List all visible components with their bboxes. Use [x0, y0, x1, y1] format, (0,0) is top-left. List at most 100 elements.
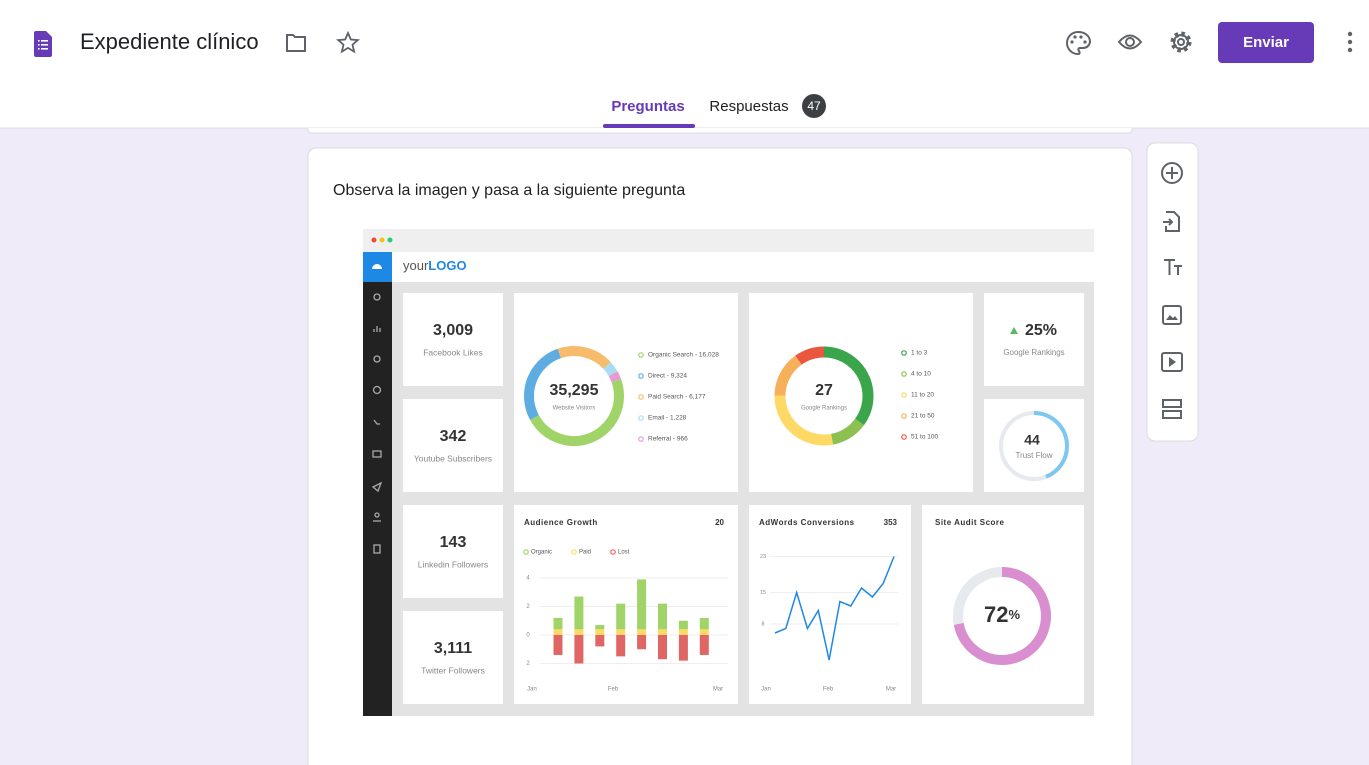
bar-segment — [678, 629, 688, 635]
forms-icon[interactable] — [34, 31, 52, 57]
settings-icon[interactable] — [1170, 31, 1192, 53]
ranking-change-label: Google Rankings — [1003, 348, 1064, 357]
audience-card — [514, 505, 738, 704]
legend-marker — [901, 392, 907, 398]
stat-card — [403, 611, 503, 704]
chart-title: Audience Growth — [524, 518, 598, 527]
x-tick-label: Jan — [761, 687, 771, 693]
legend-label: Email - 1,228 — [648, 415, 687, 422]
audit-score: 72% — [984, 602, 1020, 627]
legend-label: Lost — [618, 550, 630, 556]
bar-segment — [595, 635, 605, 647]
image-icon[interactable] — [1162, 305, 1182, 325]
legend-marker — [638, 415, 644, 421]
responses-badge — [802, 94, 826, 118]
stat-card — [403, 505, 503, 598]
side-toolbar — [1146, 142, 1199, 442]
bar-segment — [574, 596, 584, 630]
responses-count: 47 — [807, 99, 821, 113]
stat-label: Facebook Likes — [423, 347, 483, 357]
question-text: Observa la imagen y pasa a la siguiente … — [333, 182, 685, 199]
stat-card — [403, 293, 503, 386]
legend-label: 51 to 100 — [911, 434, 938, 441]
previous-card — [307, 128, 1133, 134]
chart-title: AdWords Conversions — [759, 518, 855, 527]
bar-segment — [637, 629, 647, 635]
legend-label: Organic Search - 16,028 — [648, 352, 719, 359]
legend-marker — [610, 549, 616, 555]
tab-indicator — [603, 124, 695, 128]
bar-segment — [678, 635, 688, 661]
site-audit-card — [922, 505, 1084, 704]
tab-responses[interactable]: Respuestas — [709, 98, 788, 115]
logo: yourLOGO — [403, 258, 467, 273]
stat-value: 342 — [440, 428, 467, 445]
y-tick-label: 0 — [526, 633, 530, 639]
legend-marker — [571, 549, 577, 555]
bar-segment — [616, 629, 626, 635]
legend-label: Referral - 966 — [648, 436, 688, 443]
legend-marker — [901, 413, 907, 419]
trust-flow-value: 44 — [1024, 432, 1040, 448]
bar-segment — [678, 620, 688, 630]
browser-bar — [363, 229, 1094, 252]
star-icon[interactable] — [336, 30, 360, 54]
visitors-card — [514, 293, 738, 492]
legend-marker — [638, 352, 644, 358]
stat-value: 143 — [440, 534, 467, 551]
y-tick-label: 2 — [526, 604, 530, 610]
legend-label: Paid — [579, 550, 591, 556]
send-button[interactable] — [1218, 22, 1314, 63]
y-tick-label: 15 — [760, 590, 766, 596]
y-tick-label: 8 — [761, 621, 764, 627]
bar-segment — [658, 603, 667, 630]
bar-segment — [595, 629, 605, 635]
x-tick-label: Mar — [713, 687, 723, 693]
send-button-label[interactable]: Enviar — [1243, 34, 1289, 51]
trust-flow-label: Trust Flow — [1015, 451, 1052, 460]
header — [0, 0, 1369, 128]
more-icon[interactable] — [1347, 31, 1353, 53]
folder-icon[interactable] — [286, 34, 306, 52]
bar-segment — [699, 617, 709, 630]
audit-score-value: 72 — [984, 602, 1008, 627]
audit-score-unit: % — [1008, 607, 1020, 622]
gauge-arc — [999, 411, 1069, 481]
title-icon[interactable] — [1164, 259, 1182, 275]
tab-questions[interactable]: Preguntas — [611, 98, 684, 115]
section-icon[interactable] — [1162, 399, 1182, 419]
legend-marker — [638, 373, 644, 379]
up-arrow — [1010, 327, 1018, 334]
donut-label: Website Visitors — [553, 406, 596, 412]
preview-icon[interactable] — [1117, 34, 1143, 50]
legend-label: Organic — [531, 550, 552, 556]
y-tick-label: 2 — [526, 661, 530, 667]
dashboard-icon — [372, 264, 382, 269]
stat-label: Twitter Followers — [421, 665, 485, 675]
donut-label: Google Rankings — [801, 406, 847, 412]
bar-segment — [699, 635, 709, 655]
bar-segment — [699, 629, 709, 635]
bar-segment — [574, 629, 584, 635]
browser-dot — [379, 237, 385, 243]
rankings-card — [749, 293, 973, 492]
video-icon[interactable] — [1161, 352, 1183, 372]
sidebar-icons — [371, 293, 383, 554]
chart-title: Site Audit Score — [935, 518, 1005, 527]
x-tick-label: Feb — [823, 687, 834, 693]
legend-label: 1 to 3 — [911, 350, 928, 357]
palette-icon[interactable] — [1066, 30, 1092, 56]
legend-marker — [638, 394, 644, 400]
gauge-arc — [953, 567, 1051, 665]
stat-label: Youtube Subscribers — [414, 453, 492, 463]
x-tick-label: Feb — [608, 687, 619, 693]
browser-dot — [387, 237, 393, 243]
dashboard-sidebar — [363, 252, 392, 716]
legend-marker — [523, 549, 529, 555]
legend-label: 21 to 50 — [911, 413, 935, 420]
bar-segment — [616, 603, 626, 630]
form-title[interactable]: Expediente clínico — [80, 29, 259, 54]
add-question-icon[interactable] — [1161, 162, 1183, 184]
donut-segment — [524, 346, 624, 446]
